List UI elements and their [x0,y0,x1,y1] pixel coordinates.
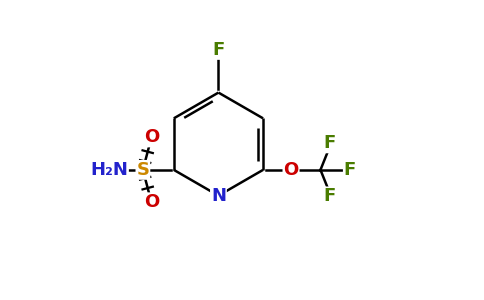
Text: O: O [144,128,159,146]
Text: F: F [212,41,225,59]
Text: F: F [344,161,356,179]
Text: O: O [284,161,299,179]
Text: N: N [211,187,226,205]
Text: S: S [136,161,150,179]
Text: H₂N: H₂N [90,161,128,179]
Text: F: F [323,134,335,152]
Text: O: O [144,193,159,211]
Text: F: F [323,188,335,206]
